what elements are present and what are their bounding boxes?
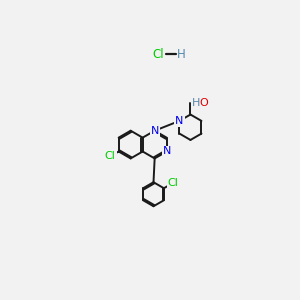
Text: H: H bbox=[177, 48, 186, 61]
Text: Cl: Cl bbox=[105, 152, 116, 161]
Text: H: H bbox=[192, 98, 200, 108]
Text: N: N bbox=[163, 146, 171, 157]
Text: Cl: Cl bbox=[167, 178, 178, 188]
Text: N: N bbox=[175, 116, 184, 126]
Text: N: N bbox=[151, 126, 159, 136]
Text: Cl: Cl bbox=[153, 48, 164, 61]
Text: O: O bbox=[199, 98, 208, 108]
